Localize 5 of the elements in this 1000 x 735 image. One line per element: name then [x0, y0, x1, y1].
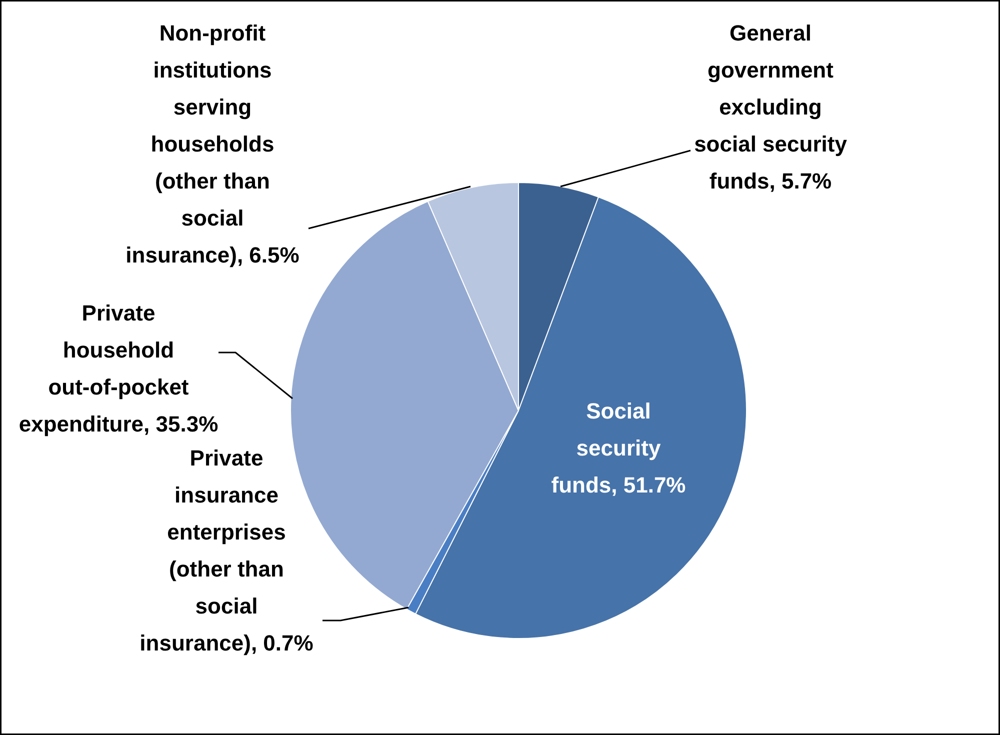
slice-label: General government excluding social security funds, 5.7%	[694, 20, 848, 194]
slice-label: Private household out-of-pocket expenditure, 35.3%	[18, 300, 218, 436]
slice-label: Non-profit institutions serving households (other than social insurance), 6.5%	[126, 20, 300, 268]
slice-label: Social security funds, 51.7%	[551, 398, 686, 498]
slice-label: Private insurance enterprises (other than social insurance), 0.7%	[140, 446, 314, 656]
